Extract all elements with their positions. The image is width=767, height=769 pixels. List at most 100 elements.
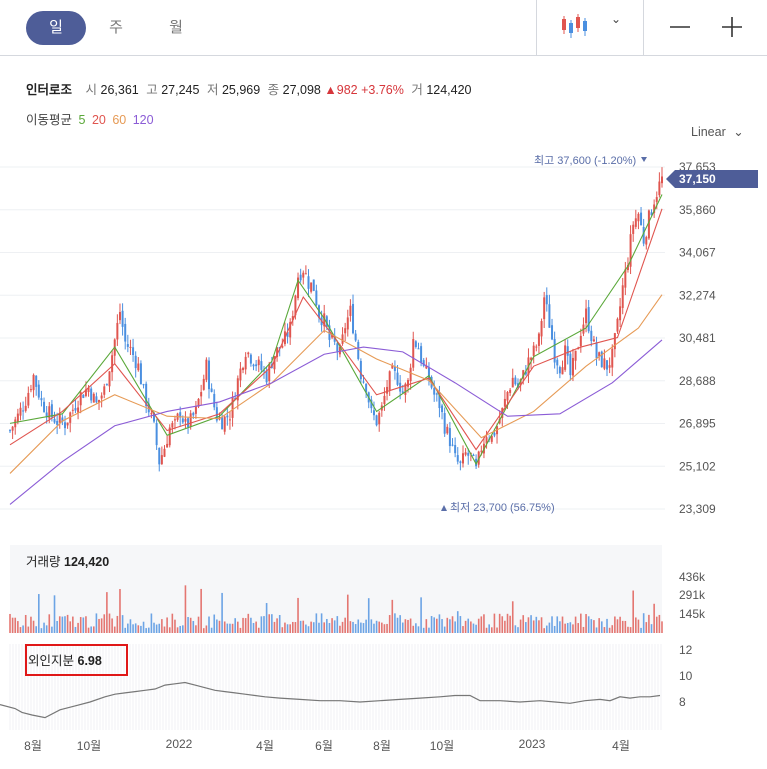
volume-bar — [14, 617, 17, 633]
tab-daily[interactable]: 일 — [26, 11, 86, 45]
low-value: 25,969 — [221, 83, 261, 97]
volume-bar — [477, 618, 480, 633]
volume-bar — [365, 619, 367, 633]
candle — [137, 363, 140, 371]
candle — [556, 359, 559, 366]
volume-bar — [509, 615, 511, 633]
volume-bar — [242, 617, 244, 633]
candle — [40, 398, 43, 401]
volume-bar — [9, 613, 11, 633]
volume-bar — [381, 622, 383, 633]
candle — [221, 417, 224, 430]
volume-bar — [593, 620, 595, 633]
scale-selector[interactable]: Linear ⌄ — [691, 124, 744, 139]
candlestick-icon[interactable] — [560, 12, 594, 40]
volume-bar — [260, 616, 263, 633]
volume-bar — [412, 625, 415, 633]
candle — [344, 328, 347, 334]
candle — [585, 308, 588, 324]
candle — [427, 367, 430, 380]
candle — [396, 372, 399, 385]
volume-bar — [485, 627, 488, 633]
y-tick-label: 26,895 — [679, 417, 716, 431]
volume-bar — [621, 620, 624, 633]
candle — [407, 380, 410, 387]
volume-bar — [436, 618, 438, 633]
candle — [653, 204, 656, 214]
candle — [386, 386, 389, 394]
volume-chart[interactable]: 436k 291k 145k — [0, 543, 767, 635]
volume-bar — [192, 620, 195, 633]
candle — [566, 346, 569, 356]
chevron-down-icon[interactable]: ⌄ — [610, 12, 622, 26]
candle — [509, 389, 512, 393]
volume-bar — [401, 622, 404, 633]
candle — [200, 392, 203, 397]
candle — [197, 398, 200, 407]
plus-icon[interactable] — [719, 14, 745, 40]
foreign-holding-chart[interactable]: 12 10 8 — [0, 640, 767, 732]
candle — [61, 417, 64, 422]
candle — [43, 401, 46, 412]
candle — [142, 384, 145, 386]
moving-average-legend[interactable]: 이동평균 5 20 60 120 — [26, 109, 154, 128]
candle — [472, 454, 475, 456]
tab-monthly[interactable]: 월 — [169, 19, 183, 36]
price-chart[interactable]: 37,65335,86034,06732,27430,48128,68826,8… — [0, 140, 767, 525]
plot-area — [10, 545, 662, 633]
candle — [640, 212, 643, 226]
candle — [574, 350, 577, 361]
toolbar-divider — [536, 0, 537, 56]
candle — [181, 418, 184, 423]
candle — [226, 415, 229, 418]
candle — [359, 360, 362, 380]
minus-icon[interactable] — [667, 14, 693, 40]
stock-name: 인터로조 — [26, 83, 73, 97]
volume-bar — [263, 616, 265, 633]
volume-bar — [134, 623, 137, 633]
volume-bar — [69, 621, 72, 633]
volume-bar — [637, 619, 640, 633]
candle — [443, 413, 446, 434]
volume-bar — [11, 617, 14, 633]
volume-bar — [391, 599, 394, 633]
volume-bar — [17, 621, 19, 633]
candle — [150, 413, 153, 415]
candle — [543, 297, 546, 320]
volume-bar — [616, 619, 619, 633]
candle — [189, 413, 192, 427]
volume-bar — [642, 613, 645, 633]
volume-bar — [422, 627, 425, 633]
high-label: 고 — [146, 83, 158, 97]
volume-bar — [409, 618, 412, 633]
candle — [349, 305, 352, 316]
candle — [213, 393, 216, 408]
volume-bar — [336, 616, 339, 633]
candle — [35, 375, 38, 387]
candle — [629, 234, 632, 267]
candle — [294, 295, 297, 316]
candle — [448, 428, 451, 447]
volume-bar — [291, 621, 294, 633]
candle — [378, 412, 381, 425]
volume-bar — [339, 625, 341, 633]
volume-bar — [307, 626, 310, 633]
candle — [310, 282, 313, 292]
tab-weekly[interactable]: 주 — [109, 19, 123, 36]
candle — [357, 341, 360, 359]
candle — [297, 277, 300, 299]
volume-bar — [378, 621, 381, 633]
ma-legend-60: 60 — [112, 113, 127, 127]
candle — [84, 389, 87, 396]
candle — [611, 348, 614, 368]
volume-bar — [184, 585, 187, 633]
candle — [56, 420, 59, 425]
candle — [393, 366, 396, 371]
candle — [433, 388, 436, 395]
candle — [291, 316, 294, 321]
volume-bar — [51, 626, 53, 633]
candle — [616, 318, 619, 332]
volume-bar — [582, 626, 585, 633]
volume-bar — [106, 592, 108, 633]
volume-bar — [572, 624, 574, 633]
